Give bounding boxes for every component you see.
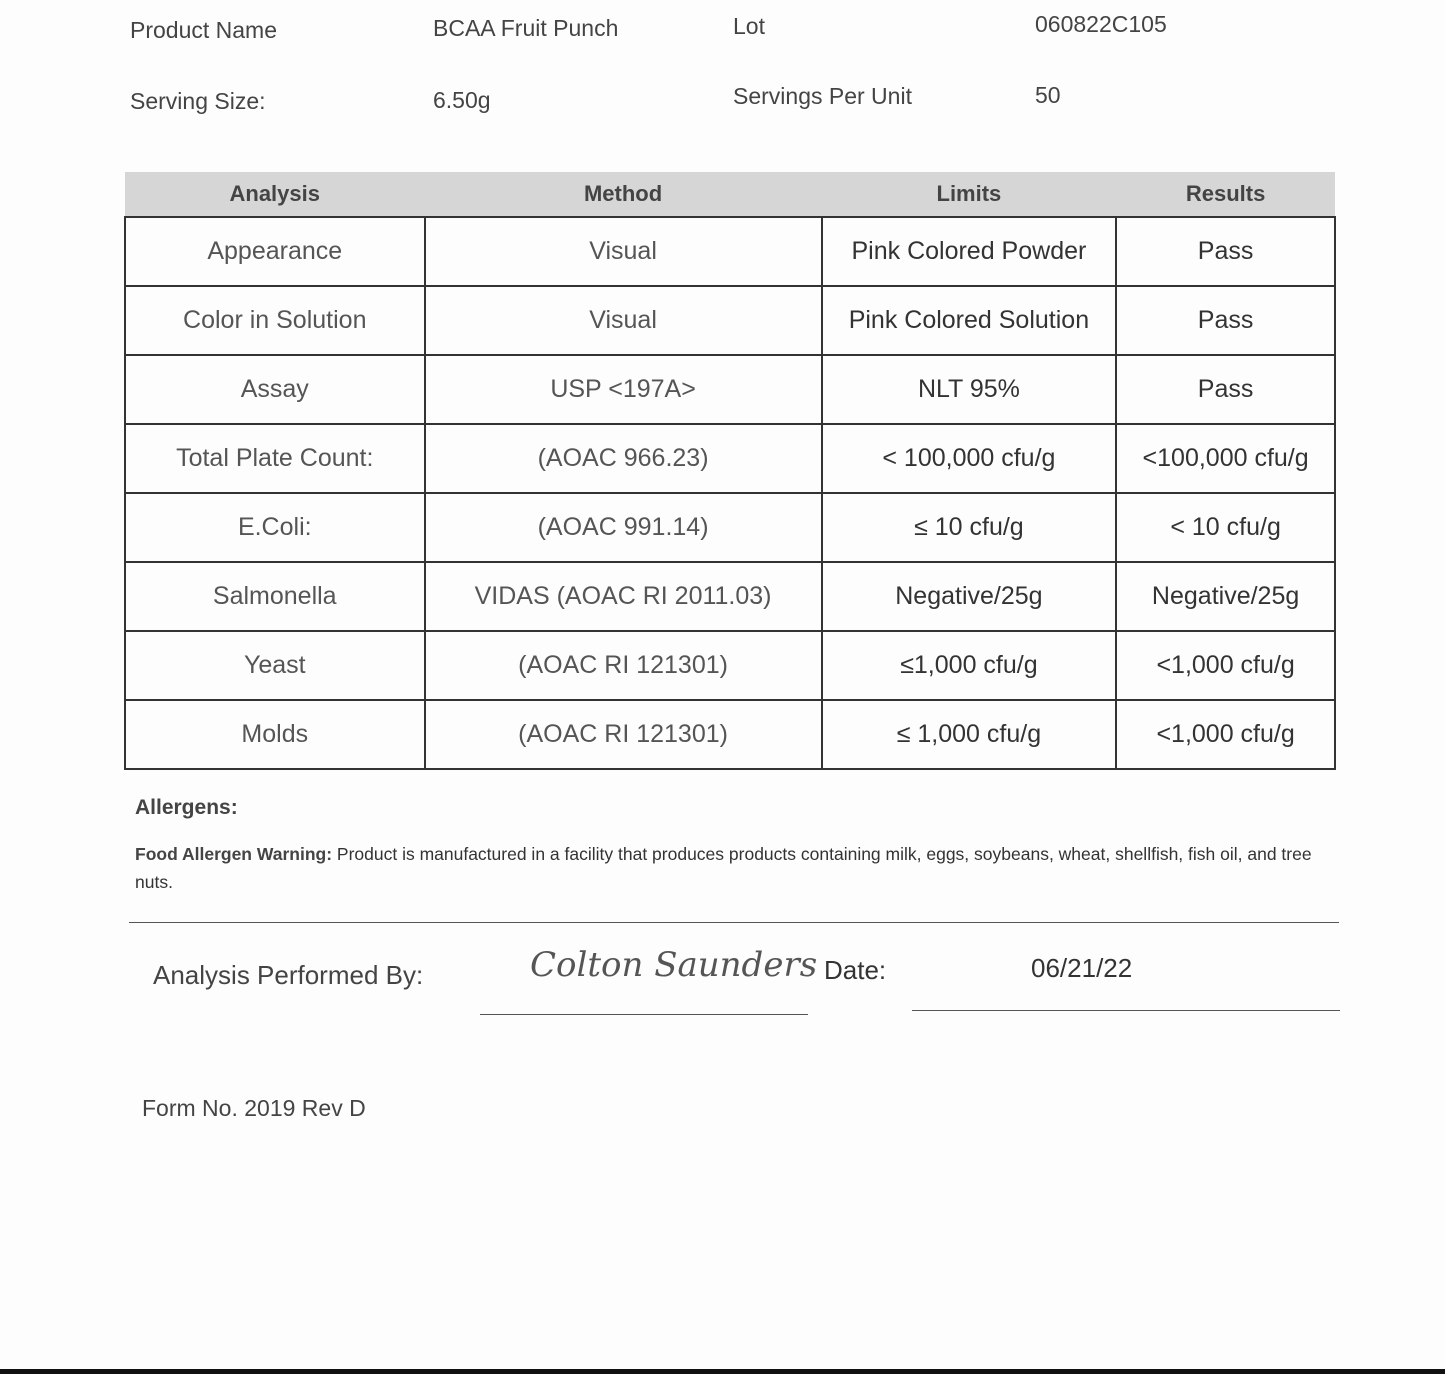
limits-cell: ≤ 10 cfu/g — [820, 492, 1118, 563]
column-header-method: Method — [424, 172, 822, 218]
date-line — [912, 1010, 1340, 1011]
analysis-cell: Color in Solution — [124, 285, 426, 356]
product-name-value: BCAA Fruit Punch — [433, 15, 619, 41]
serving-size-value: 6.50g — [433, 87, 491, 113]
results-cell: Pass — [1115, 354, 1336, 425]
method-cell: (AOAC RI 121301) — [423, 699, 823, 770]
limits-cell: ≤1,000 cfu/g — [820, 630, 1118, 701]
divider — [129, 922, 1339, 923]
servings-per-unit-label: Servings Per Unit — [733, 83, 912, 109]
signature: Colton Saunders — [530, 945, 818, 985]
results-cell: <100,000 cfu/g — [1115, 423, 1336, 494]
results-cell: Pass — [1115, 285, 1336, 356]
analysis-cell: Yeast — [124, 630, 426, 701]
lot-label: Lot — [733, 13, 765, 39]
analysis-table: Analysis Method Limits Results Appearance Vi… — [124, 172, 1336, 770]
signature-line — [480, 1014, 808, 1015]
scan-edge — [0, 1369, 1445, 1374]
servings-per-unit-value: 50 — [1035, 82, 1061, 108]
performed-by-label: Analysis Performed By: — [153, 960, 424, 990]
limits-cell: ≤ 1,000 cfu/g — [820, 699, 1118, 770]
table-header-row: Analysis Method Limits Results — [125, 172, 1335, 218]
allergen-warning-label: Food Allergen Warning: — [135, 844, 333, 864]
method-cell: Visual — [423, 216, 823, 287]
date-label: Date: — [824, 955, 887, 985]
method-cell: (AOAC 966.23) — [423, 423, 823, 494]
allergen-warning: Food Allergen Warning: Product is manufa… — [135, 840, 1345, 896]
results-cell: Pass — [1115, 216, 1336, 287]
column-header-results: Results — [1116, 172, 1335, 218]
results-cell: <1,000 cfu/g — [1115, 630, 1336, 701]
lot-value: 060822C105 — [1035, 11, 1167, 37]
analysis-cell: Molds — [124, 699, 426, 770]
analysis-cell: E.Coli: — [124, 492, 426, 563]
table-row: Molds (AOAC RI 121301) ≤ 1,000 cfu/g <1,000… — [124, 699, 1336, 770]
method-cell: USP <197A> — [423, 354, 823, 425]
limits-cell: NLT 95% — [820, 354, 1118, 425]
analysis-cell: Total Plate Count: — [124, 423, 426, 494]
form-number: Form No. 2019 Rev D — [142, 1095, 366, 1121]
method-cell: VIDAS (AOAC RI 2011.03) — [423, 561, 823, 632]
table-row: Salmonella VIDAS (AOAC RI 2011.03) Negativ… — [124, 561, 1336, 632]
analysis-cell: Salmonella — [124, 561, 426, 632]
method-cell: (AOAC RI 121301) — [423, 630, 823, 701]
product-name-label: Product Name — [130, 17, 278, 43]
table-row: Yeast (AOAC RI 121301) ≤1,000 cfu/g <1,000 … — [124, 630, 1336, 701]
results-cell: Negative/25g — [1115, 561, 1336, 632]
table-row: E.Coli: (AOAC 991.14) ≤ 10 cfu/g < 10 cfu/g — [124, 492, 1336, 563]
limits-cell: Pink Colored Powder — [820, 216, 1118, 287]
allergen-warning-text: Product is manufactured in a facility th… — [135, 844, 1312, 892]
column-header-analysis: Analysis — [125, 172, 425, 218]
limits-cell: < 100,000 cfu/g — [820, 423, 1118, 494]
table-row: Color in Solution Visual Pink Colored Solu… — [124, 285, 1336, 356]
table-row: Assay USP <197A> NLT 95% Pass — [124, 354, 1336, 425]
limits-cell: Pink Colored Solution — [820, 285, 1118, 356]
results-cell: < 10 cfu/g — [1115, 492, 1336, 563]
column-header-limits: Limits — [821, 172, 1117, 218]
table-row: Total Plate Count: (AOAC 966.23) < 100,000… — [124, 423, 1336, 494]
limits-cell: Negative/25g — [820, 561, 1118, 632]
method-cell: Visual — [423, 285, 823, 356]
results-cell: <1,000 cfu/g — [1115, 699, 1336, 770]
allergens-heading: Allergens: — [135, 796, 238, 819]
table-row: Appearance Visual Pink Colored Powder Pass — [124, 216, 1336, 287]
serving-size-label: Serving Size: — [130, 88, 266, 114]
date-value: 06/21/22 — [1031, 953, 1133, 983]
analysis-cell: Appearance — [124, 216, 426, 287]
method-cell: (AOAC 991.14) — [423, 492, 823, 563]
analysis-cell: Assay — [124, 354, 426, 425]
